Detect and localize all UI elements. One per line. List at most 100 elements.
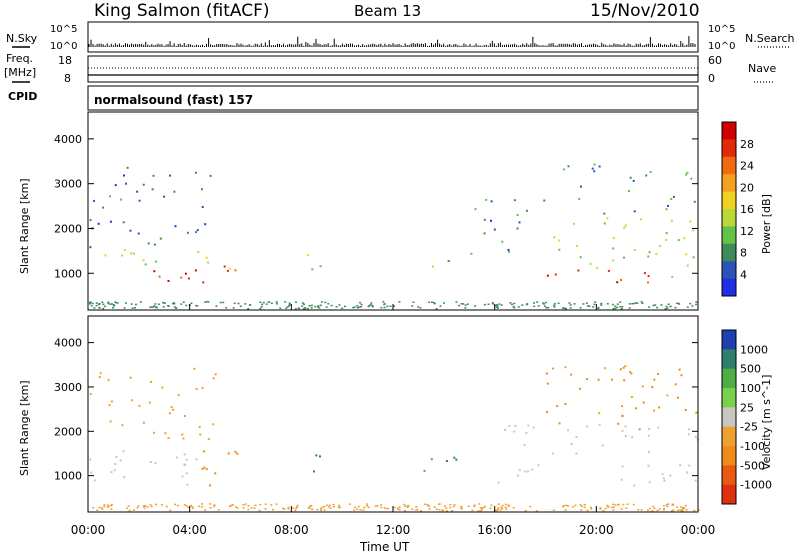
power-cell <box>553 303 556 305</box>
power-cell <box>483 232 486 235</box>
power-cell <box>672 195 675 198</box>
power-cell <box>171 302 174 305</box>
velocity-cell <box>471 509 474 512</box>
power-cell <box>194 269 197 272</box>
velocity-cell <box>620 508 623 510</box>
velocity-cell <box>282 507 284 510</box>
velocity-cell <box>103 505 106 508</box>
velocity-cell <box>496 509 499 511</box>
velocity-cell <box>287 508 290 510</box>
power-cell <box>562 168 565 171</box>
power-cell <box>667 303 670 305</box>
velocity-cell <box>152 431 155 434</box>
velocity-cell <box>107 505 110 507</box>
velocity-cell <box>426 503 429 506</box>
power-cell <box>592 306 595 308</box>
power-cell <box>112 307 115 309</box>
velocity-cell <box>525 432 528 434</box>
velocity-cell <box>406 506 409 508</box>
velocity-cell <box>624 425 627 428</box>
power-cell <box>616 281 619 284</box>
velocity-cell <box>270 504 273 506</box>
velocity-cell <box>404 509 407 512</box>
velocity-cell <box>622 366 625 369</box>
velocity-cell <box>516 474 519 477</box>
velocity-cell <box>433 506 436 508</box>
power-cell <box>144 263 147 266</box>
velocity-cell <box>648 507 651 510</box>
power-cell <box>154 303 157 305</box>
power-cell <box>606 217 609 220</box>
velocity-cell <box>445 510 448 512</box>
velocity-cell <box>583 506 586 509</box>
velocity-cell <box>657 373 660 375</box>
power-colorbar-segment <box>722 122 736 140</box>
velocity-cell <box>684 408 687 411</box>
power-cell <box>194 171 197 174</box>
power-colorbar-tick: 12 <box>740 225 754 238</box>
velocity-cell <box>648 451 650 454</box>
velocity-cell <box>545 372 548 375</box>
power-cell <box>338 304 341 306</box>
velocity-cell <box>599 508 602 510</box>
power-cell <box>521 304 524 306</box>
velocity-cell <box>684 504 687 507</box>
power-cell <box>510 303 513 306</box>
power-heatmap-cells <box>88 163 698 310</box>
velocity-cell <box>428 508 431 510</box>
freq-tick-top: 18 <box>58 54 72 67</box>
velocity-cell <box>455 458 458 461</box>
power-cell <box>121 254 124 257</box>
velocity-colorbar-segment <box>722 426 736 447</box>
cpid-label: CPID <box>8 90 37 103</box>
velocity-cell <box>292 507 295 509</box>
power-cell <box>311 268 314 271</box>
power-cell <box>284 301 287 303</box>
velocity-cell <box>546 410 549 413</box>
velocity-cell <box>177 393 180 396</box>
velocity-cell <box>621 405 623 408</box>
cpid-value: normalsound (fast) 157 <box>94 93 253 107</box>
power-cell <box>689 220 692 223</box>
velocity-colorbar-segment <box>722 407 736 428</box>
y-tick-label: 3000 <box>54 178 82 191</box>
velocity-cell <box>98 506 101 509</box>
velocity-cell <box>191 507 194 509</box>
velocity-cell <box>187 506 190 509</box>
velocity-cell <box>438 508 441 511</box>
power-cell <box>513 199 516 202</box>
power-cell <box>330 304 333 307</box>
velocity-cell <box>201 467 204 470</box>
power-cell <box>677 239 680 242</box>
velocity-colorbar-segment <box>722 484 736 505</box>
velocity-cell <box>214 472 217 475</box>
velocity-cell <box>460 508 463 510</box>
velocity-cell <box>89 393 92 396</box>
power-cell <box>619 306 622 308</box>
power-cell <box>578 197 581 200</box>
velocity-cell <box>556 405 559 408</box>
power-cell <box>674 306 677 309</box>
power-cell <box>603 222 606 225</box>
power-cell <box>628 307 631 309</box>
power-cell <box>232 307 235 309</box>
power-cell <box>669 305 672 308</box>
power-cell <box>93 199 95 202</box>
velocity-cell <box>504 503 507 506</box>
velocity-colorbar-tick: -25 <box>740 421 758 434</box>
power-cell <box>693 200 696 203</box>
power-cell <box>239 305 242 307</box>
velocity-cell <box>172 408 175 411</box>
velocity-cell <box>203 466 206 469</box>
velocity-cell <box>637 509 640 511</box>
velocity-colorbar-tick: -100 <box>740 440 765 453</box>
velocity-cell <box>626 503 629 505</box>
power-cell <box>677 302 680 305</box>
power-cell <box>275 301 278 303</box>
velocity-cell <box>658 406 661 409</box>
velocity-cell <box>316 508 319 511</box>
velocity-cell <box>642 401 645 404</box>
velocity-panel-frame <box>87 315 699 513</box>
nave-tick-bottom: 0 <box>708 72 715 85</box>
velocity-cell <box>319 507 322 510</box>
